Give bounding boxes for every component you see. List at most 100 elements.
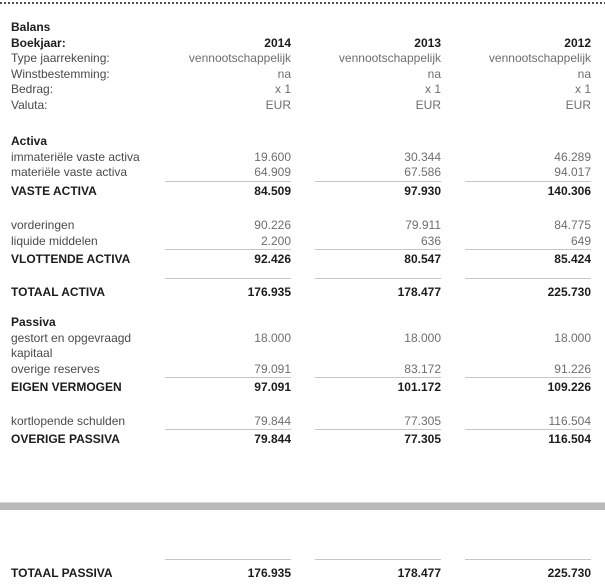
- balance-sheet-table: Balans Boekjaar: 2014 2013 2012 Type jaarreke…: [0, 4, 605, 581]
- value-text: vennootschappelijk: [338, 51, 441, 65]
- row-label: Type jaarrekening:: [11, 51, 110, 65]
- value-cell-col-0: 79.844: [165, 429, 291, 448]
- spacer: [11, 268, 587, 278]
- value-text: 64.909: [254, 165, 291, 179]
- row-label: overige reserves: [11, 361, 100, 376]
- row-label: OVERIGE PASSIVA: [11, 432, 120, 446]
- value-cell-col-2: 140.306: [441, 180, 591, 200]
- dotted-top-border: [0, 2, 605, 4]
- value-text: 176.935: [165, 277, 291, 301]
- value-cell-col-1: 636: [291, 234, 441, 250]
- value-cell-col-2: 649: [441, 234, 591, 250]
- value-cell-col-1: 101.172: [291, 377, 441, 396]
- value-cell-col-1: 83.172: [291, 362, 441, 378]
- value-cell-col-1: vennootschappelijk: [291, 51, 441, 67]
- row-label: vorderingen: [11, 218, 75, 232]
- value-text: 97.930: [315, 180, 441, 200]
- value-cell-col-0: 19.600: [165, 150, 291, 166]
- value-text: 140.306: [465, 180, 591, 200]
- value-text: 649: [570, 233, 591, 248]
- value-text: EUR: [265, 97, 291, 112]
- value-text: 46.289: [554, 149, 591, 164]
- value-cell-col-2: 91.226: [441, 362, 591, 378]
- value-text: 79.844: [165, 429, 291, 448]
- value-text: 636: [420, 233, 441, 248]
- value-text: 79.911: [405, 218, 441, 232]
- row-label: VASTE ACTIVA: [11, 183, 97, 198]
- value-cell-col-2: 225.730: [441, 277, 591, 301]
- value-text: 101.172: [315, 377, 441, 396]
- table-row: Valuta: EUR EUR EUR: [11, 97, 591, 114]
- table-row: vorderingen 90.226 79.911 84.775: [11, 218, 591, 234]
- spacer: [11, 199, 587, 218]
- value-cell-col-1: 178.477: [291, 277, 441, 301]
- value-cell-col-2: EUR: [441, 98, 591, 114]
- row-label: liquide middelen: [11, 233, 98, 248]
- table-row: Type jaarrekening: vennootschappelijk venn…: [11, 51, 591, 67]
- spacer: [11, 448, 587, 502]
- value-cell-col-1: 80.547: [291, 249, 441, 268]
- value-text: 176.935: [165, 558, 291, 582]
- value-text: 77.305: [404, 413, 441, 428]
- value-text: 109.226: [465, 377, 591, 396]
- spacer: [11, 113, 587, 134]
- table-row: gestort en opgevraagd kapitaal 18.000 18.0…: [11, 331, 591, 362]
- row-label: EIGEN VERMOGEN: [11, 380, 122, 394]
- value-text: x 1: [574, 82, 591, 96]
- value-text: x 1: [274, 82, 291, 96]
- spacer: [11, 396, 587, 414]
- value-text: 2.200: [260, 233, 291, 248]
- table-row: VASTE ACTIVA 84.509 97.930 140.306: [11, 180, 591, 200]
- value-cell-col-1: 2013: [291, 36, 441, 52]
- table-row: TOTAAL PASSIVA 176.935 178.477 225.730: [11, 558, 591, 582]
- value-cell-col-2: 225.730: [441, 558, 591, 582]
- value-text: 80.547: [315, 249, 441, 268]
- value-cell-col-2: 94.017: [441, 165, 591, 181]
- table-row: overige reserves 79.091 83.172 91.226: [11, 361, 591, 378]
- value-text: 83.172: [404, 361, 441, 376]
- table-row: VLOTTENDE ACTIVA 92.426 80.547 85.424: [11, 249, 591, 268]
- value-cell-col-1: 77.305: [291, 414, 441, 430]
- table-row: OVERIGE PASSIVA 79.844 77.305 116.504: [11, 429, 591, 448]
- table-row: liquide middelen 2.200 636 649: [11, 233, 591, 250]
- value-text: 94.017: [554, 165, 591, 179]
- value-text: 92.426: [165, 249, 291, 268]
- value-cell-col-0: 176.935: [165, 277, 291, 301]
- table-row: immateriële vaste activa 19.600 30.344 46.2…: [11, 149, 591, 166]
- value-text: 30.344: [404, 149, 441, 164]
- value-text: 79.844: [254, 413, 291, 428]
- value-text: na: [577, 66, 591, 81]
- value-cell-col-0: x 1: [165, 82, 291, 98]
- value-cell-col-0: 79.091: [165, 362, 291, 378]
- value-text: 79.091: [254, 361, 291, 376]
- value-text: 225.730: [465, 558, 591, 582]
- value-cell-col-2: x 1: [441, 82, 591, 98]
- row-label: Valuta:: [11, 97, 48, 112]
- section-heading-row: Activa: [11, 134, 587, 150]
- value-cell-col-2: 85.424: [441, 249, 591, 268]
- value-cell-col-0: 2014: [165, 36, 291, 52]
- value-text: 2013: [414, 35, 441, 50]
- table-row: Winstbestemming: na na na: [11, 67, 591, 83]
- value-cell-col-1: EUR: [291, 98, 441, 114]
- row-label: TOTAAL ACTIVA: [11, 284, 105, 299]
- value-cell-col-2: 2012: [441, 36, 591, 52]
- value-text: 2014: [264, 35, 291, 50]
- value-cell-col-0: 64.909: [165, 165, 291, 181]
- value-text: 90.226: [254, 218, 291, 232]
- value-text: 178.477: [315, 558, 441, 582]
- value-cell-col-2: na: [441, 67, 591, 83]
- table-row: Bedrag: x 1 x 1 x 1: [11, 82, 591, 98]
- row-label: Passiva: [11, 315, 56, 329]
- row-label: Bedrag:: [11, 82, 54, 96]
- value-text: 178.477: [315, 277, 441, 301]
- table-row: TOTAAL ACTIVA 176.935 178.477 225.730: [11, 277, 591, 301]
- value-cell-col-1: 178.477: [291, 558, 441, 582]
- value-cell-col-2: 109.226: [441, 377, 591, 396]
- value-text: EUR: [415, 97, 441, 112]
- row-label: Balans: [11, 20, 51, 34]
- value-cell-col-0: 2.200: [165, 234, 291, 250]
- value-cell-col-2: vennootschappelijk: [441, 51, 591, 67]
- value-cell-col-0: 176.935: [165, 558, 291, 582]
